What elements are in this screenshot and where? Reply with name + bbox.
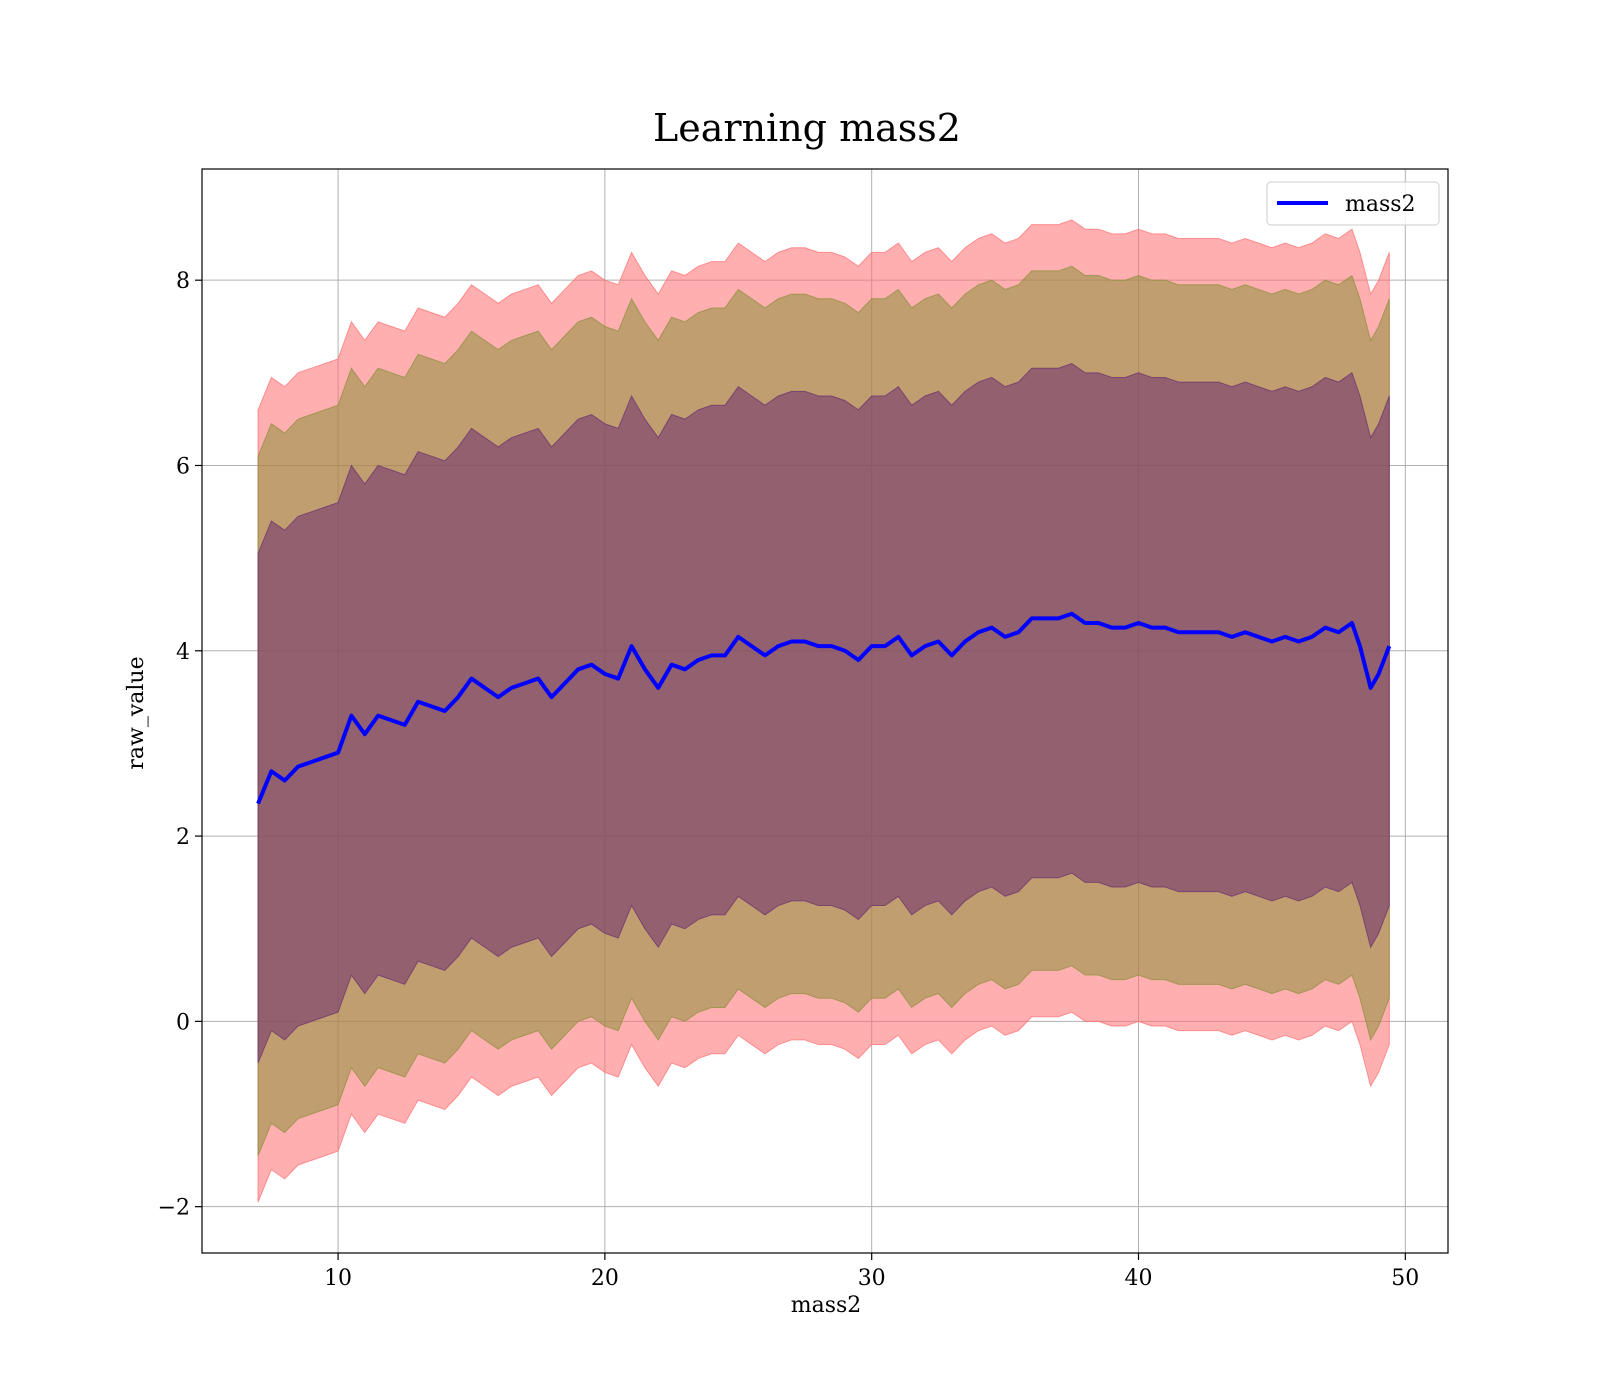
x-ticks: 10 20 30 40 50 [324,1253,1419,1291]
band-inner [257,363,1390,1064]
legend: mass2 [1266,181,1440,226]
legend-box [1266,181,1440,226]
plot-frame [201,168,1449,1254]
y-tick-label: 0 [176,1010,190,1035]
series-lines [256,611,1392,805]
x-tick-label: 40 [1125,1266,1153,1291]
axes-frame [201,168,1449,1254]
x-tick-label: 50 [1391,1266,1419,1291]
legend-label: mass2 [1345,192,1416,217]
y-ticks: −2 0 2 4 6 8 [158,269,202,1221]
y-tick-label: 8 [176,269,190,294]
x-tick-label: 20 [591,1266,619,1291]
y-axis-label: raw_value [124,656,149,769]
series-line-mass2 [256,611,1392,805]
y-tick-label: −2 [158,1196,190,1221]
y-tick-label: 2 [176,825,190,850]
y-tick-label: 6 [176,454,190,479]
y-tick-label: 4 [176,640,190,665]
x-axis-label: mass2 [791,1293,862,1318]
x-tick-label: 30 [858,1266,886,1291]
x-tick-label: 10 [324,1266,352,1291]
chart-title: Learning mass2 [653,106,961,150]
confidence-bands [257,219,1390,1203]
